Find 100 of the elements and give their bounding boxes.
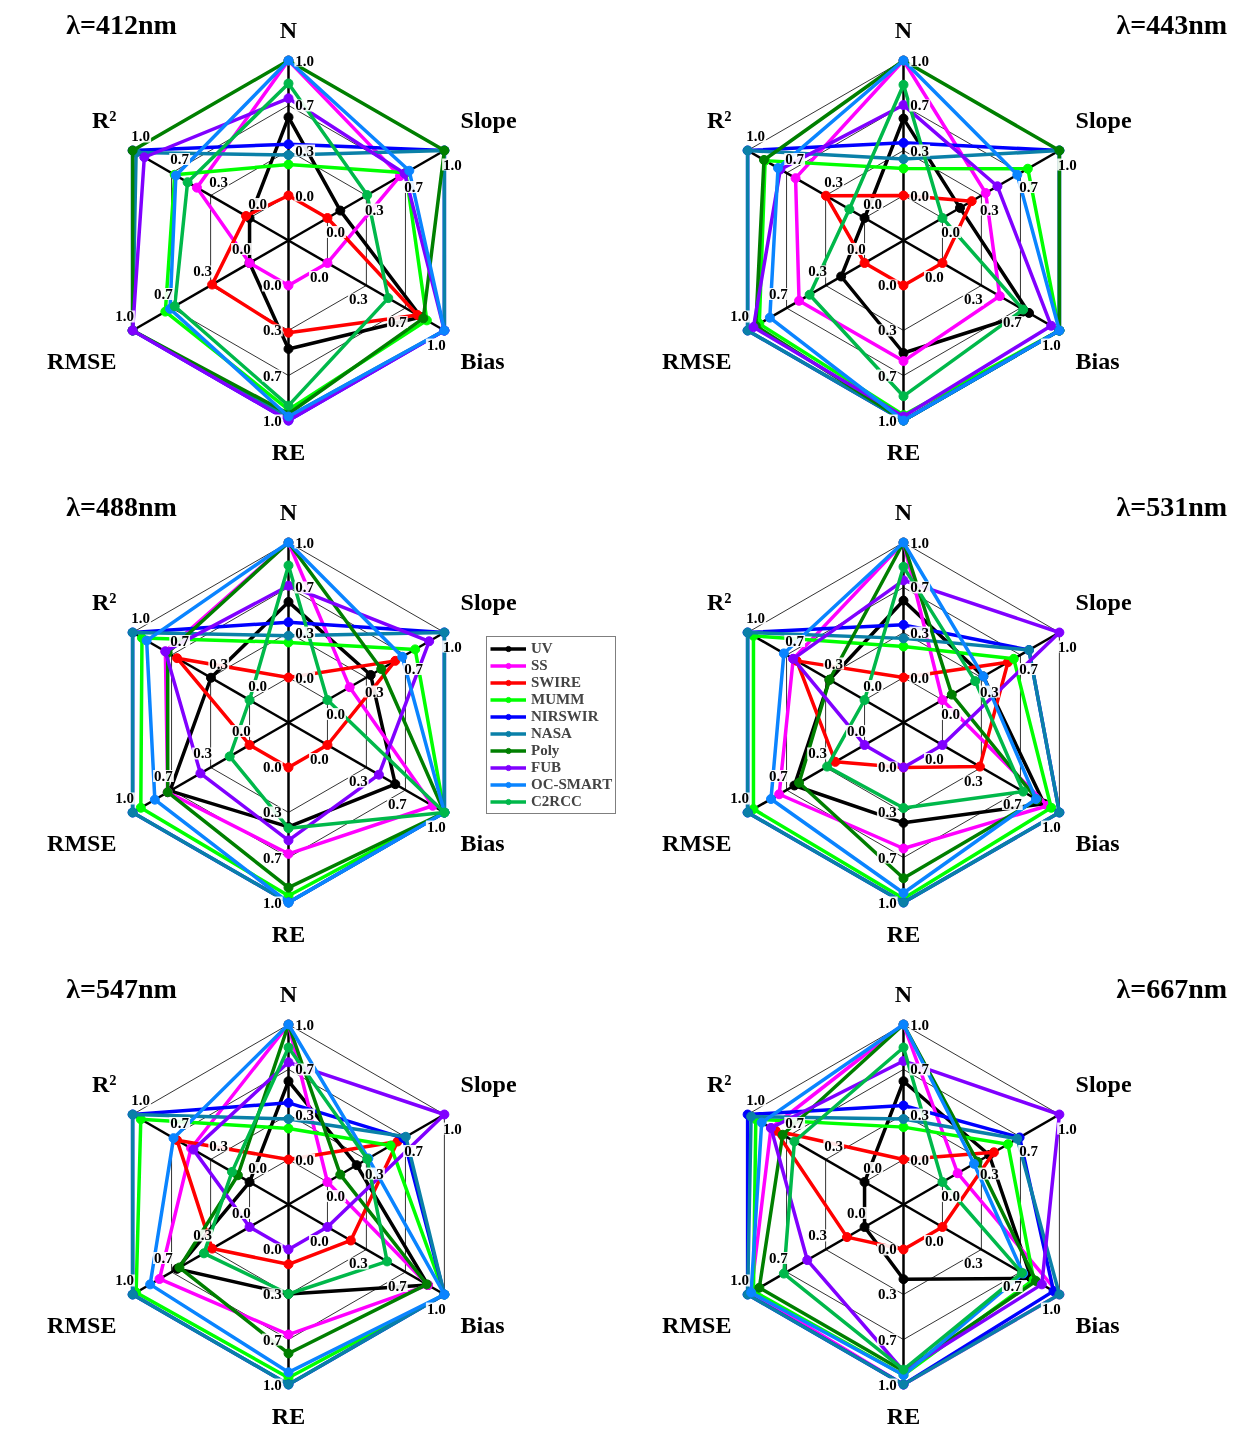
spoke-label: RE: [886, 1402, 921, 1429]
spoke-label: R²: [91, 106, 117, 133]
text: 0.0: [262, 277, 282, 294]
chart-title: λ=531nm: [1116, 491, 1228, 522]
spoke-label: R²: [91, 1070, 117, 1097]
y-tick-label: 0.3: [910, 142, 930, 159]
text: 0.3: [348, 1255, 368, 1272]
text: 0.3: [877, 322, 897, 339]
text: 0.0: [326, 224, 345, 241]
y-tick-label: 0.0: [924, 1233, 944, 1250]
y-tick-label: 0.0: [309, 751, 329, 768]
chart-title: λ=667nm: [1116, 973, 1228, 1004]
text: 0.3: [348, 773, 368, 790]
text: 0.0: [232, 1204, 251, 1221]
text: 0.3: [808, 1227, 827, 1244]
text: 0.7: [404, 1143, 423, 1160]
text: 0.7: [1019, 661, 1038, 678]
text: 0.3: [262, 804, 282, 821]
text: 1.0: [746, 1092, 766, 1109]
spoke-label: R²: [706, 1070, 732, 1097]
text: 1.0: [262, 1376, 282, 1393]
y-tick-label: 1.0: [1058, 638, 1077, 655]
text: 0.3: [963, 291, 983, 308]
spoke-label: N: [279, 16, 298, 43]
text: 0.3: [877, 1286, 897, 1303]
text: 0.0: [232, 722, 251, 739]
text: 1.0: [1041, 1300, 1061, 1317]
text: 0.3: [348, 291, 368, 308]
text: 0.0: [941, 224, 960, 241]
text: 0.0: [863, 1159, 883, 1176]
text: 1.0: [1041, 336, 1061, 353]
spoke-label: RE: [886, 438, 921, 465]
spoke-label: RMSE: [47, 1312, 117, 1339]
text: 0.3: [365, 201, 384, 218]
legend-label: NIRSWIR: [531, 708, 599, 725]
text: 0.7: [404, 661, 423, 678]
legend-label: C2RCC: [531, 793, 582, 810]
text: 1.0: [730, 1272, 749, 1289]
spoke-label: Slope: [1075, 588, 1132, 615]
text: 0.3: [209, 173, 229, 190]
text: 0.7: [387, 796, 407, 813]
text: 0.7: [785, 632, 805, 649]
text: 0.7: [785, 150, 805, 167]
spoke-label: Bias: [460, 1312, 505, 1339]
text: 0.0: [941, 706, 960, 723]
text: 1.0: [877, 1376, 897, 1393]
y-tick-label: 0.3: [910, 1106, 930, 1123]
text: 0.7: [1002, 796, 1022, 813]
spoke-label: RE: [271, 920, 306, 947]
text: 1.0: [426, 1300, 446, 1317]
y-tick-label: 1.0: [443, 1120, 462, 1137]
spoke-label: Slope: [460, 106, 517, 133]
y-tick-label: 1.0: [443, 638, 462, 655]
text: 0.0: [847, 722, 866, 739]
text: 1.0: [115, 1272, 134, 1289]
text: 1.0: [115, 790, 134, 807]
spoke-label: R²: [706, 588, 732, 615]
text: 1.0: [730, 308, 749, 325]
text: 0.7: [262, 849, 282, 866]
text: 0.0: [877, 1241, 897, 1258]
text: 0.0: [877, 759, 897, 776]
text: 0.0: [863, 677, 883, 694]
text: 0.7: [387, 314, 407, 331]
text: 0.0: [232, 240, 251, 257]
legend-label: SS: [531, 657, 549, 674]
legend-label: FUB: [531, 759, 561, 776]
spoke-label: Slope: [460, 1070, 517, 1097]
text: 0.7: [387, 1278, 407, 1295]
spoke-label: N: [894, 498, 913, 525]
y-tick-label: 0.0: [924, 269, 944, 286]
text: 1.0: [746, 128, 766, 145]
spoke-label: N: [279, 498, 298, 525]
text: 0.7: [1002, 1278, 1022, 1295]
text: 0.3: [193, 263, 212, 280]
spoke-label: N: [279, 980, 298, 1007]
text: 1.0: [131, 610, 151, 627]
spoke-label: N: [894, 980, 913, 1007]
spoke-label: Slope: [1075, 1070, 1132, 1097]
text: 0.3: [963, 1255, 983, 1272]
text: 0.7: [877, 849, 897, 866]
spoke-label: R²: [91, 588, 117, 615]
text: 1.0: [746, 610, 766, 627]
text: 0.0: [326, 706, 345, 723]
spoke-label: Bias: [1075, 830, 1120, 857]
text: 1.0: [426, 818, 446, 835]
text: 1.0: [131, 128, 151, 145]
y-tick-label: 0.0: [309, 1233, 329, 1250]
y-tick-label: 0.7: [910, 1061, 930, 1078]
chart-title: λ=443nm: [1116, 9, 1228, 40]
text: 0.3: [365, 1165, 384, 1182]
y-tick-label: 0.7: [910, 579, 930, 596]
text: 0.0: [863, 195, 883, 212]
legend-label: MUMM: [531, 691, 585, 708]
text: 0.7: [262, 1331, 282, 1348]
y-tick-label: 0.3: [295, 1106, 315, 1123]
text: 0.7: [1019, 1143, 1038, 1160]
text: 0.3: [808, 263, 827, 280]
spoke-label: Bias: [460, 348, 505, 375]
y-tick-label: 0.0: [309, 269, 329, 286]
y-tick-label: 0.3: [910, 624, 930, 641]
